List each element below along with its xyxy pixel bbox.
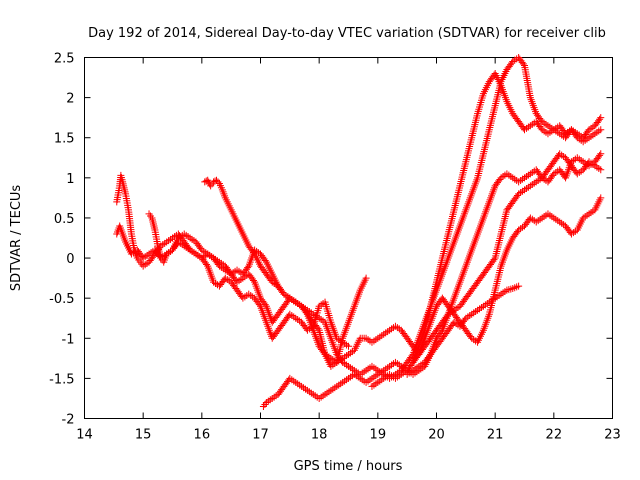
data-series xyxy=(113,54,605,410)
series-track-8 xyxy=(403,282,523,378)
y-tick-label: 0.5 xyxy=(54,212,75,227)
x-tick-label: 15 xyxy=(135,428,152,443)
data-point xyxy=(244,264,252,272)
data-point xyxy=(513,228,521,236)
data-point xyxy=(279,289,287,297)
y-tick-label: -0.5 xyxy=(49,292,74,307)
x-tick-label: 22 xyxy=(546,428,563,443)
data-point xyxy=(267,277,275,285)
x-tick-label: 23 xyxy=(604,428,621,443)
series-track-6 xyxy=(409,70,605,366)
data-point xyxy=(345,342,352,350)
y-axis-label: SDTVAR / TECUs xyxy=(9,185,24,292)
series-track-5 xyxy=(259,150,605,410)
x-tick-label: 16 xyxy=(194,428,211,443)
data-point xyxy=(249,248,257,256)
x-tick-label: 20 xyxy=(428,428,445,443)
x-axis: 14 15 16 17 18 19 20 21 22 23 xyxy=(76,57,621,443)
data-point xyxy=(261,301,269,309)
data-point xyxy=(596,115,604,123)
data-point xyxy=(549,171,557,179)
y-tick-label: -1.5 xyxy=(49,372,74,387)
y-tick-label: 0 xyxy=(66,252,74,267)
data-point xyxy=(572,132,580,140)
plot-frame xyxy=(84,57,613,419)
x-tick-label: 18 xyxy=(311,428,328,443)
data-point xyxy=(597,114,605,122)
data-point xyxy=(467,333,475,341)
data-point xyxy=(197,244,205,252)
data-point xyxy=(437,328,445,336)
data-point xyxy=(490,256,498,264)
series-track-1 xyxy=(113,171,352,350)
data-point xyxy=(519,60,527,68)
data-point xyxy=(537,124,545,132)
x-tick-label: 14 xyxy=(76,428,93,443)
data-point xyxy=(443,312,451,320)
y-tick-label: 2 xyxy=(66,92,74,107)
data-point xyxy=(255,301,263,309)
data-point xyxy=(513,191,521,199)
data-point xyxy=(320,349,328,357)
data-point xyxy=(515,282,523,290)
data-point xyxy=(214,178,222,186)
series-track-4 xyxy=(201,54,605,382)
data-point xyxy=(261,256,269,264)
y-tick-label: 1.5 xyxy=(54,132,75,147)
y-tick-label: -2 xyxy=(62,413,75,428)
data-point xyxy=(461,316,469,324)
x-tick-label: 17 xyxy=(252,428,269,443)
data-point xyxy=(597,150,605,158)
data-point xyxy=(203,260,211,268)
data-point xyxy=(249,277,257,285)
data-point xyxy=(496,175,504,183)
y-tick-label: 1 xyxy=(66,172,74,187)
y-tick-label: -1 xyxy=(62,332,75,347)
y-tick-label: 2.5 xyxy=(54,52,75,67)
data-point xyxy=(596,151,604,159)
data-point xyxy=(597,126,605,134)
x-tick-label: 21 xyxy=(487,428,504,443)
data-point xyxy=(362,274,370,282)
data-point xyxy=(584,127,592,135)
x-tick-label: 19 xyxy=(370,428,387,443)
data-point xyxy=(213,176,220,184)
data-point xyxy=(597,194,605,202)
data-point xyxy=(597,166,605,174)
x-axis-label: GPS time / hours xyxy=(294,459,403,474)
data-point xyxy=(508,59,516,67)
data-point xyxy=(211,177,219,185)
data-point xyxy=(337,357,345,365)
chart-title: Day 192 of 2014, Sidereal Day-to-day VTE… xyxy=(88,26,606,41)
data-point xyxy=(537,116,545,124)
series-track-7 xyxy=(368,150,605,390)
y-axis: -2 -1.5 -1 -0.5 0 0.5 1 1.5 2 2.5 xyxy=(49,52,613,428)
